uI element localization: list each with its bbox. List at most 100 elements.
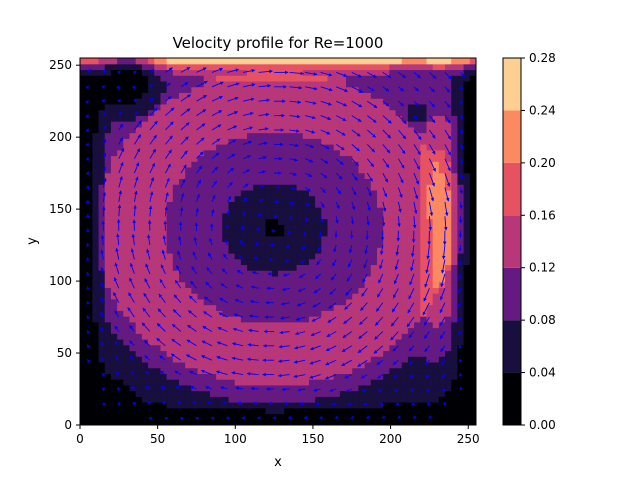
- contour-cell: [234, 109, 242, 116]
- quiver-arrow: [429, 72, 437, 79]
- contour-cell: [98, 413, 106, 420]
- contour-cell: [203, 281, 211, 288]
- quiver-arrow: [101, 387, 106, 392]
- contour-cell: [407, 361, 415, 369]
- contour-cell: [228, 172, 236, 180]
- contour-cell: [445, 252, 452, 260]
- contour-cell: [451, 344, 459, 352]
- quiver-arrow: [227, 181, 233, 188]
- contour-cell: [327, 98, 335, 105]
- contour-cell: [346, 281, 353, 288]
- contour-cell: [469, 218, 476, 225]
- contour-cell: [98, 155, 106, 162]
- quiver-arrow: [360, 302, 368, 311]
- contour-cell: [129, 275, 137, 283]
- contour-cell: [259, 126, 267, 134]
- contour-cell: [129, 373, 137, 380]
- contour-cell: [240, 103, 248, 111]
- contour-cell: [265, 132, 273, 139]
- contour-cell: [234, 58, 242, 65]
- contour-cell: [339, 338, 347, 346]
- contour-cell: [179, 281, 186, 288]
- contour-cell: [469, 344, 476, 352]
- contour-cell: [352, 419, 360, 425]
- contour-cell: [80, 58, 87, 65]
- contour-cell: [426, 80, 434, 88]
- contour-cell: [364, 310, 372, 317]
- contour-cell: [247, 212, 254, 220]
- contour-cell: [401, 195, 409, 202]
- contour-cell: [308, 350, 316, 357]
- contour-cell: [346, 80, 353, 88]
- contour-cell: [339, 293, 347, 300]
- contour-cell: [358, 92, 366, 99]
- contour-cell: [265, 144, 273, 151]
- contour-cell: [209, 172, 217, 180]
- contour-cell: [315, 80, 322, 88]
- contour-cell: [377, 80, 384, 88]
- contour-cell: [290, 281, 298, 288]
- contour-cell: [290, 344, 298, 352]
- contour-cell: [191, 80, 199, 88]
- contour-cell: [80, 350, 87, 357]
- quiver-arrow: [85, 170, 90, 175]
- contour-cell: [203, 184, 211, 191]
- contour-cell: [457, 63, 465, 71]
- contour-cell: [278, 247, 285, 254]
- contour-cell: [209, 356, 217, 363]
- contour-cell: [463, 121, 471, 128]
- contour-cell: [401, 218, 409, 225]
- contour-cell: [92, 350, 100, 357]
- contour-cell: [296, 189, 304, 197]
- contour-cell: [191, 75, 199, 82]
- contour-cell: [352, 287, 360, 294]
- contour-cell: [154, 338, 162, 346]
- contour-cell: [426, 92, 434, 99]
- contour-cell: [209, 58, 217, 65]
- contour-cell: [148, 293, 155, 300]
- contour-cell: [160, 92, 168, 99]
- contour-cell: [414, 327, 421, 334]
- contour-cell: [234, 126, 242, 134]
- contour-cell: [327, 75, 335, 82]
- quiver-arrow: [373, 345, 384, 354]
- quiver-arrow: [424, 331, 430, 339]
- contour-cell: [234, 373, 242, 380]
- quiver-arrow: [180, 67, 191, 73]
- contour-cell: [80, 361, 87, 369]
- contour-cell: [166, 350, 174, 357]
- quiver-arrow: [429, 86, 435, 93]
- contour-cell: [228, 195, 236, 202]
- contour-cell: [352, 270, 360, 277]
- contour-cell: [209, 92, 217, 99]
- contour-cell: [123, 293, 131, 300]
- quiver-arrow: [347, 259, 353, 268]
- contour-cell: [197, 144, 205, 151]
- contour-cell: [414, 333, 421, 340]
- contour-cell: [457, 281, 465, 288]
- contour-cell: [278, 367, 285, 374]
- quiver-arrow: [116, 85, 120, 90]
- contour-cell: [185, 235, 192, 243]
- contour-cell: [123, 407, 131, 415]
- quiver-arrow: [397, 172, 404, 184]
- contour-cell: [346, 419, 353, 425]
- contour-cell: [98, 407, 106, 415]
- contour-cell: [240, 407, 248, 415]
- contour-cell: [358, 270, 366, 277]
- contour-cell: [185, 247, 192, 254]
- contour-cell: [469, 235, 476, 243]
- contour-cell: [160, 350, 168, 357]
- contour-cell: [414, 224, 421, 231]
- contour-cell: [278, 166, 285, 174]
- contour-cell: [339, 132, 347, 139]
- contour-cell: [104, 281, 112, 288]
- contour-cell: [265, 275, 273, 283]
- contour-cell: [234, 75, 242, 82]
- contour-cell: [432, 184, 440, 191]
- contour-cell: [426, 327, 434, 334]
- quiver-arrow: [289, 85, 303, 90]
- contour-cell: [383, 201, 390, 208]
- contour-cell: [451, 304, 459, 311]
- contour-cell: [129, 419, 137, 425]
